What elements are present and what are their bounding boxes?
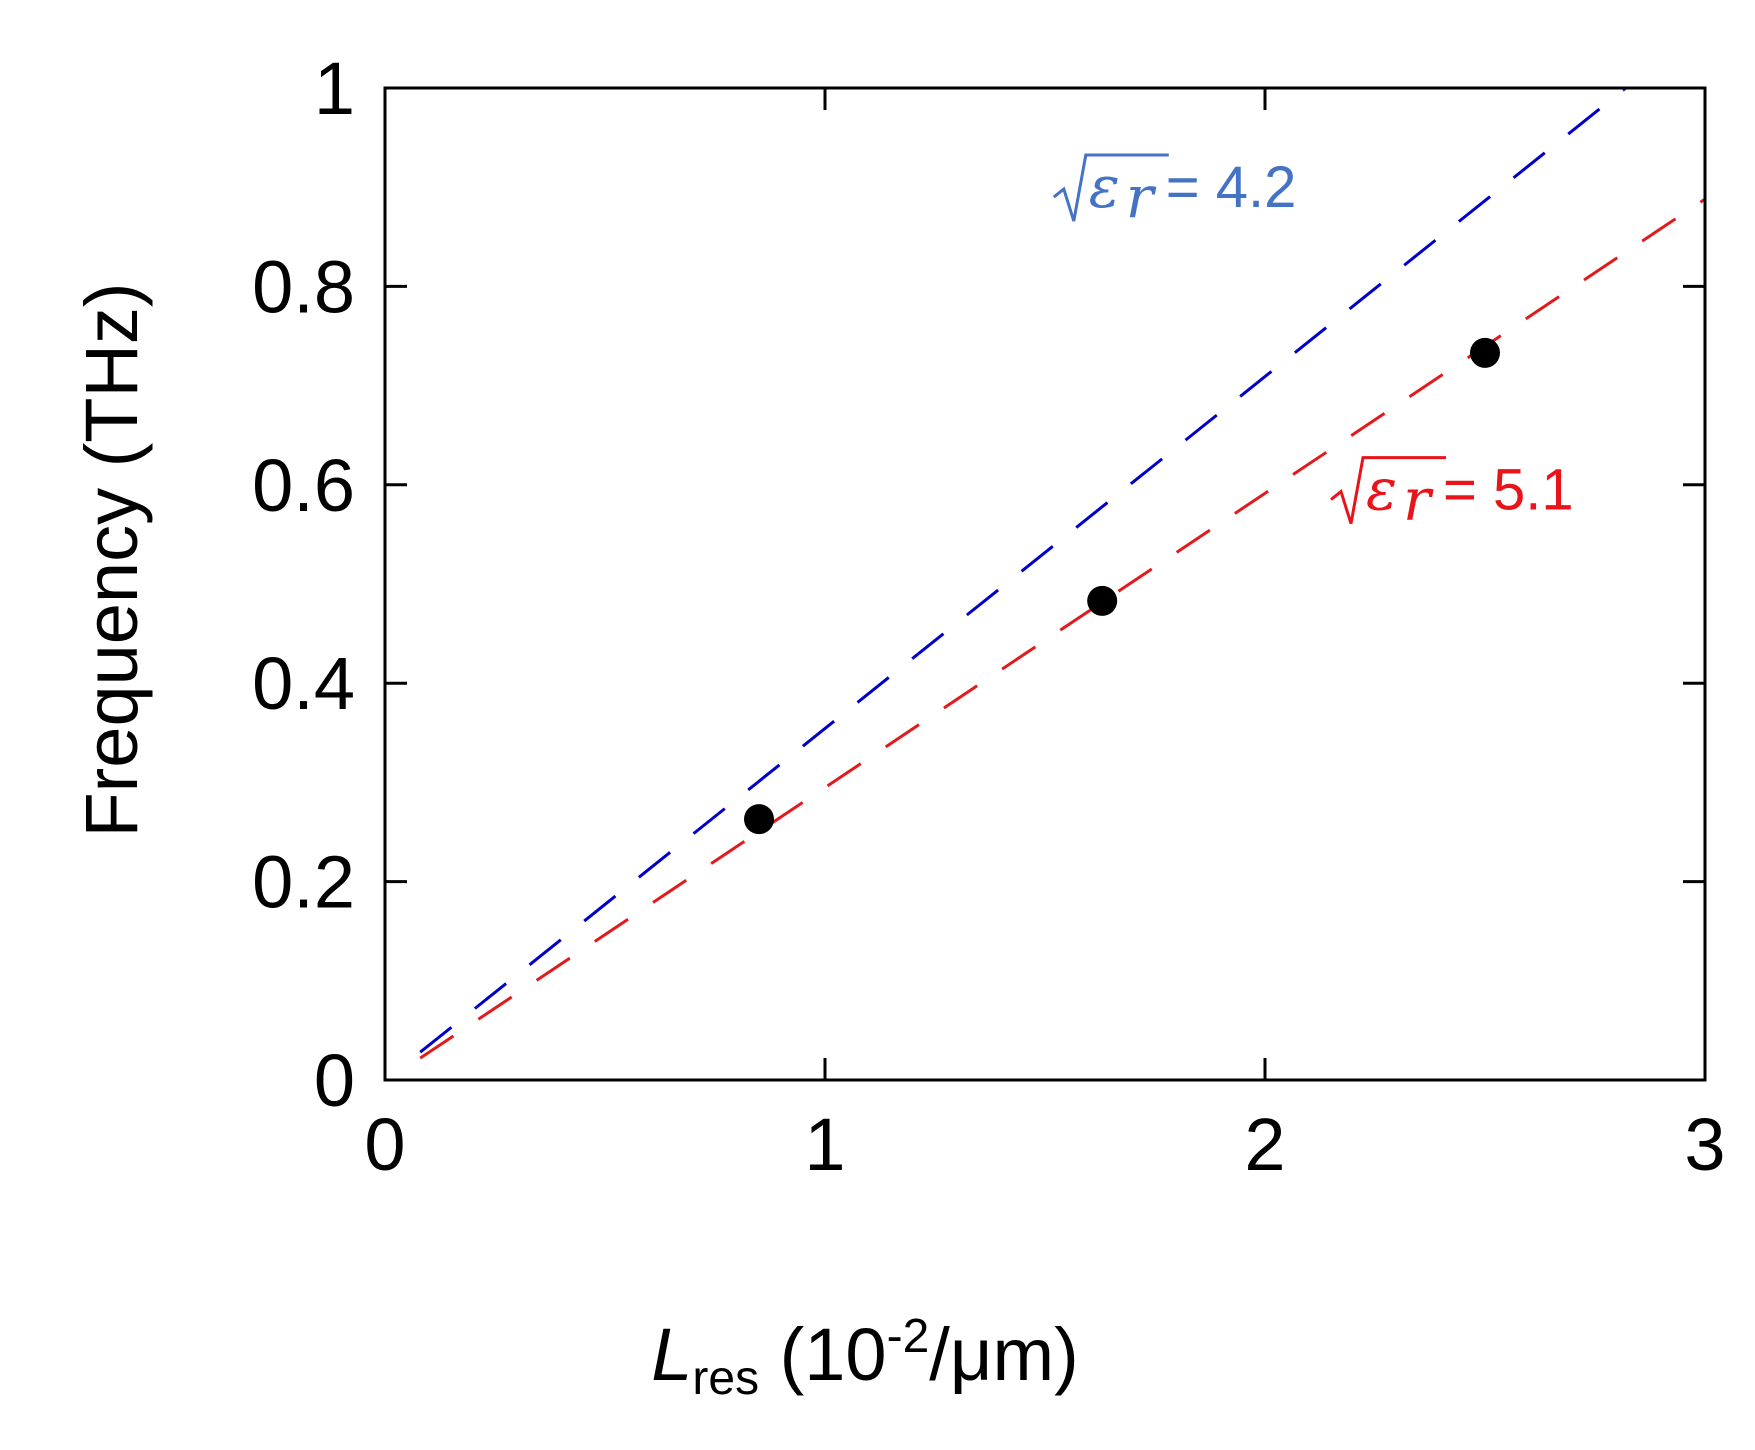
- sqrt-symbol: [1330, 456, 1446, 525]
- epsilon-subscript: r: [1403, 466, 1434, 534]
- annotation-value: = 5.1: [1443, 458, 1574, 523]
- x-axis-title-unit-sup: -2: [887, 1310, 930, 1363]
- points-layer: [744, 337, 1500, 835]
- plot-frame: [383, 86, 1707, 1082]
- sqrt-symbol: [1052, 153, 1169, 222]
- x-axis-title: Lres (10-2/μm): [651, 1310, 1079, 1405]
- y-axis-title: Frequency (THz): [70, 282, 153, 837]
- x-axis-title-unit-pre: (10: [759, 1313, 887, 1396]
- y-tick-label: 0.6: [252, 444, 355, 527]
- x-tick-label: 0: [364, 1103, 405, 1186]
- y-tick-label: 0.2: [252, 841, 355, 924]
- lines-layer: [419, 86, 1706, 1060]
- x-tick-label: 2: [1244, 1103, 1285, 1186]
- data-point: [744, 804, 774, 835]
- x-tick-label: 1: [804, 1103, 845, 1186]
- annotation-value: = 4.2: [1166, 155, 1297, 220]
- fit-line-2: [419, 197, 1706, 1060]
- fit-line-1: [419, 86, 1627, 1054]
- y-tick-label: 0.8: [252, 245, 355, 328]
- epsilon-symbol: ε: [1366, 456, 1397, 524]
- x-axis-title-sub: res: [692, 1352, 759, 1405]
- epsilon-subscript: r: [1126, 163, 1157, 231]
- y-tick-label: 1: [314, 47, 355, 130]
- data-point: [1470, 337, 1500, 368]
- x-tick-label: 3: [1684, 1103, 1725, 1186]
- x-axis-title-unit-post: /μm): [929, 1313, 1078, 1396]
- y-tick-label: 0: [314, 1039, 355, 1122]
- ticks-layer: 0 1 2 3 0 0.2 0.4 0.6 0.8 1: [252, 47, 1725, 1186]
- x-axis-title-main: L: [651, 1313, 692, 1396]
- epsilon-symbol: ε: [1089, 153, 1120, 221]
- y-tick-label: 0.4: [252, 642, 355, 725]
- data-point: [1087, 585, 1118, 616]
